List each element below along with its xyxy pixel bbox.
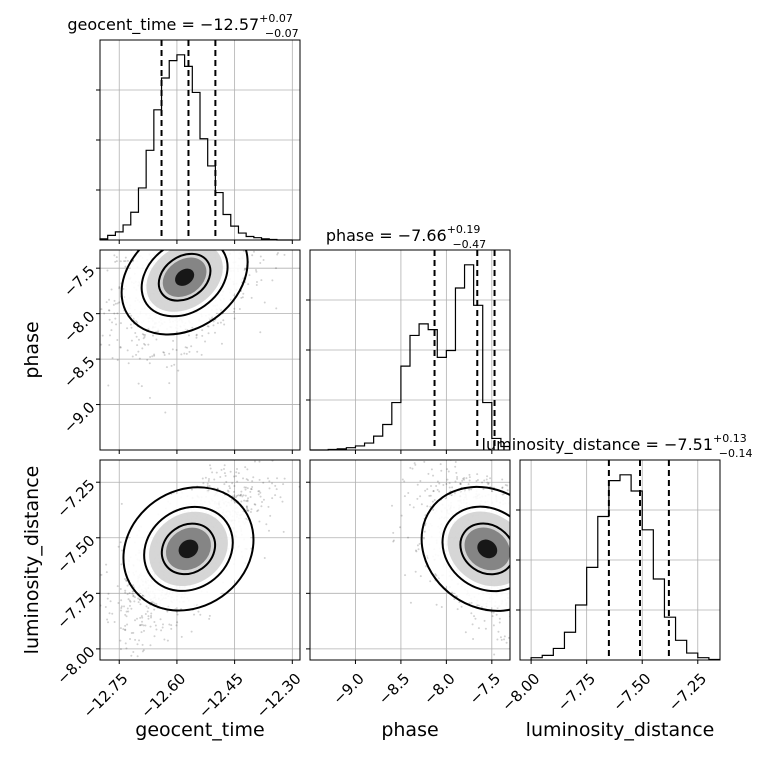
title-phase: phase = −7.66+0.19 −0.47	[326, 223, 486, 251]
xtick-phase-1: −8.5	[375, 670, 413, 708]
contour-0,1-2	[157, 252, 212, 302]
ytick-luminosity_distance-2: −7.50	[53, 532, 98, 577]
ytick-luminosity_distance-1: −7.75	[53, 587, 98, 632]
ytick-luminosity_distance-3: −7.25	[53, 476, 98, 521]
frame-phase	[309, 249, 511, 451]
xlabel-geocent_time: geocent_time	[135, 719, 264, 741]
contour-1,2-1	[441, 505, 510, 593]
frame-0,2	[99, 459, 301, 661]
xtick-luminosity_distance-1: −7.75	[554, 670, 599, 715]
ylabel-luminosity_distance: luminosity_distance	[21, 466, 43, 655]
contour-0,2-0	[122, 486, 255, 612]
title-geocent_time-sup: +0.07	[259, 12, 293, 25]
contour-1,2-2	[459, 522, 510, 576]
density-0,1-3	[175, 268, 195, 286]
svg-text:phase = −7.66+0.19−0.47: phase = −7.66+0.19 −0.47	[326, 223, 486, 251]
xtick-geocent_time-2: −12.45	[195, 670, 247, 722]
xlabel-luminosity_distance: luminosity_distance	[526, 719, 715, 741]
xtick-phase-2: −8.0	[420, 670, 458, 708]
contour-0,2-1	[143, 505, 234, 592]
ylabel-phase: phase	[21, 321, 43, 378]
scatter-panel-geocent_time-vs-phase	[96, 249, 301, 454]
hist-line-geocent_time	[99, 54, 293, 241]
xtick-phase-0: −9.0	[329, 670, 367, 708]
hist-panel-phase	[306, 249, 511, 454]
ytick-phase-3: −7.5	[60, 262, 98, 300]
hist-line-luminosity_distance	[530, 474, 720, 661]
xtick-geocent_time-0: −12.75	[80, 670, 132, 722]
density-1,2-3	[477, 539, 498, 559]
frame-geocent_time	[99, 39, 301, 241]
svg-text:geocent_time = −12.57+0.07−0.0: geocent_time = −12.57+0.07 −0.07	[67, 12, 298, 40]
scatter-panel-phase-vs-luminosity_distance	[306, 459, 511, 664]
title-luminosity_distance-main: luminosity_distance = −7.51	[482, 435, 713, 455]
hist-panel-luminosity_distance	[516, 459, 721, 664]
xtick-geocent_time-1: −12.60	[137, 670, 189, 722]
contour-0,2-2	[160, 522, 217, 576]
scatter-panel-geocent_time-vs-luminosity_distance	[96, 459, 301, 664]
title-phase-main: phase = −7.66	[326, 226, 447, 245]
title-phase-sup: +0.19	[447, 223, 481, 236]
contour-1,2-0	[420, 485, 510, 612]
title-phase-sub: −0.47	[452, 238, 486, 251]
title-geocent_time: geocent_time = −12.57+0.07 −0.07	[67, 12, 298, 40]
contour-0,1-0	[120, 250, 249, 336]
hist-panel-geocent_time	[96, 39, 301, 244]
xtick-luminosity_distance-3: −7.25	[665, 670, 710, 715]
title-luminosity_distance-sup: +0.13	[713, 432, 747, 445]
title-geocent_time-sub: −0.07	[265, 27, 299, 40]
ytick-luminosity_distance-0: −8.00	[53, 643, 98, 688]
ytick-phase-0: −9.0	[60, 398, 98, 436]
xlabel-phase: phase	[381, 719, 438, 741]
svg-text:luminosity_distance = −7.51+0.: luminosity_distance = −7.51+0.13 −0.14	[482, 432, 753, 460]
xtick-luminosity_distance-2: −7.50	[609, 670, 654, 715]
contour-0,1-1	[140, 250, 229, 318]
xtick-geocent_time-3: −12.30	[253, 670, 305, 722]
title-luminosity_distance: luminosity_distance = −7.51+0.13 −0.14	[482, 432, 753, 460]
title-luminosity_distance-sub: −0.14	[719, 447, 753, 460]
frame-0,1	[99, 249, 301, 451]
xtick-luminosity_distance-0: −8.00	[498, 670, 543, 715]
frame-luminosity_distance	[519, 459, 721, 661]
ytick-phase-1: −8.5	[60, 353, 98, 391]
ytick-phase-2: −8.0	[60, 307, 98, 345]
density-0,2-3	[178, 539, 199, 559]
title-geocent_time-main: geocent_time = −12.57	[67, 15, 259, 35]
frame-1,2	[309, 459, 511, 661]
hist-line-phase	[310, 264, 510, 451]
